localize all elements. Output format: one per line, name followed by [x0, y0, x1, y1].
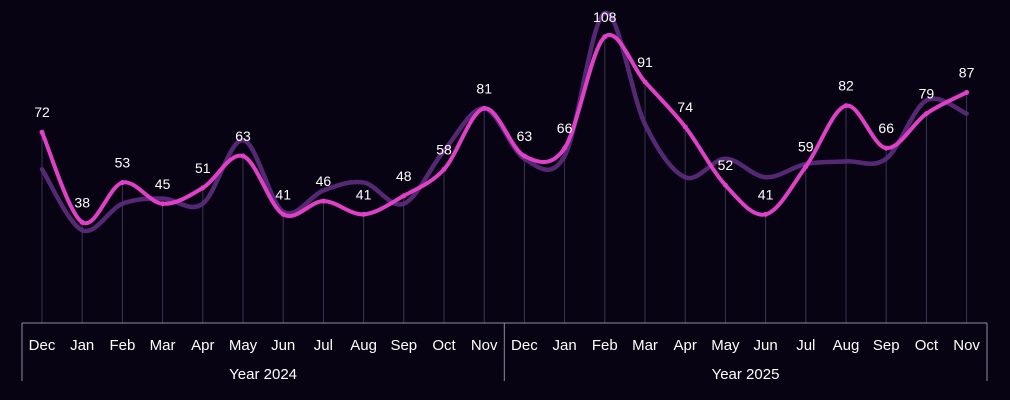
data-point	[79, 219, 85, 225]
x-tick-label: Jun	[754, 337, 778, 354]
x-tick-label: May	[711, 337, 740, 354]
x-tick-label: Dec	[511, 337, 538, 354]
data-label: 108	[593, 9, 617, 25]
group-label: Year 2024	[229, 366, 297, 383]
data-label: 41	[758, 186, 774, 202]
category-axis	[21, 322, 988, 381]
data-point	[280, 211, 286, 217]
data-label: 45	[155, 176, 171, 192]
data-point	[119, 180, 125, 186]
data-point	[602, 34, 608, 40]
data-label: 38	[74, 194, 90, 210]
data-label: 51	[195, 160, 211, 176]
data-point	[401, 193, 407, 199]
data-point	[642, 79, 648, 85]
series-line-main	[40, 32, 969, 226]
data-label: 46	[316, 173, 332, 189]
data-point	[521, 153, 527, 159]
data-point	[883, 145, 889, 151]
data-point	[160, 201, 166, 207]
data-point	[240, 153, 246, 159]
drop-lines	[41, 36, 968, 323]
data-label: 52	[718, 157, 734, 173]
x-tick-label: Nov	[953, 337, 980, 354]
x-tick-label: Jul	[796, 337, 815, 354]
x-tick-label: May	[229, 337, 258, 354]
x-tick-label: Jun	[271, 337, 295, 354]
x-tick-label: Aug	[350, 337, 377, 354]
x-tick-label: Jan	[553, 337, 577, 354]
x-tick-label: Sep	[390, 337, 417, 354]
data-point	[481, 105, 487, 111]
data-label: 59	[798, 139, 814, 155]
group-labels: Year 2024 Year 2025	[229, 366, 779, 383]
data-label: 53	[115, 155, 131, 171]
data-point	[682, 124, 688, 130]
x-tick-label: Dec	[29, 337, 56, 354]
series-lines	[39, 10, 969, 234]
data-point	[441, 166, 447, 172]
data-point	[200, 185, 206, 191]
x-tick-label: Mar	[632, 337, 658, 354]
data-markers	[39, 34, 970, 225]
data-point	[361, 211, 367, 217]
x-tick-label: Jan	[70, 337, 94, 354]
data-point	[320, 198, 326, 204]
x-tick-label: Oct	[915, 337, 939, 354]
data-point	[923, 111, 929, 117]
data-point	[722, 182, 728, 188]
data-label: 41	[275, 186, 291, 202]
x-tick-label: Oct	[432, 337, 456, 354]
x-tick-label: Nov	[471, 337, 498, 354]
x-tick-label: Aug	[833, 337, 860, 354]
data-label: 74	[677, 99, 693, 115]
data-point	[843, 103, 849, 109]
data-labels: 72 38 53 45 51 63 41 46 41 48 58 81 63 66 108 91 74 52 41 5…	[34, 9, 974, 211]
data-label: 66	[878, 120, 894, 136]
x-tick-label: Jul	[314, 337, 333, 354]
data-label: 72	[34, 104, 50, 120]
data-label: 41	[356, 186, 372, 202]
data-label: 63	[517, 128, 533, 144]
x-tick-label: Apr	[191, 337, 214, 354]
x-tick-label: Mar	[150, 337, 176, 354]
data-label: 58	[436, 141, 452, 157]
data-point	[39, 129, 45, 135]
group-label: Year 2025	[712, 366, 780, 383]
x-tick-label: Sep	[873, 337, 900, 354]
data-point	[803, 164, 809, 170]
x-tick-label: Feb	[592, 337, 618, 354]
x-tick-label: Feb	[109, 337, 135, 354]
data-label: 48	[396, 168, 412, 184]
data-point	[964, 89, 970, 95]
data-label: 63	[235, 128, 251, 144]
data-label: 66	[557, 120, 573, 136]
x-tick-labels: Dec Jan Feb Mar Apr May Jun Jul Aug Sep Oct Nov Dec J…	[29, 337, 981, 354]
data-label: 82	[838, 78, 854, 94]
data-label: 87	[959, 64, 975, 80]
data-point	[562, 145, 568, 151]
data-label: 79	[919, 86, 935, 102]
data-point	[763, 211, 769, 217]
data-label: 91	[637, 54, 653, 70]
x-tick-label: Apr	[674, 337, 697, 354]
data-label: 81	[476, 80, 492, 96]
